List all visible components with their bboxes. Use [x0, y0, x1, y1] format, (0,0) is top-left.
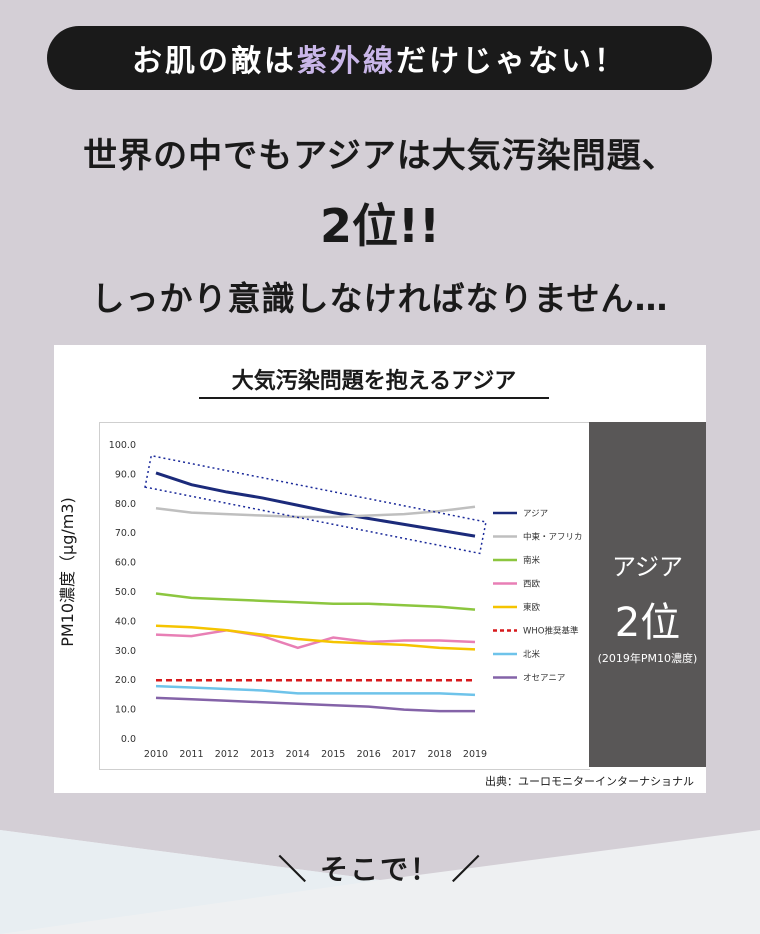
chart-title: 大気汚染問題を抱えるアジア	[231, 369, 517, 394]
y-tick-label: 100.0	[109, 440, 136, 451]
x-tick-label: 2010	[144, 749, 168, 760]
ranking-rank: 2位	[614, 600, 681, 646]
banner-suffix: だけじゃない！	[396, 44, 627, 79]
cta-text: ＼ そこで！ ／	[278, 853, 482, 886]
x-tick-label: 2012	[215, 749, 239, 760]
x-tick-label: 2013	[250, 749, 274, 760]
banner-prefix: お肌の敵は	[132, 44, 297, 79]
legend-label: アジア	[523, 509, 548, 519]
ranking-region: アジア	[611, 553, 684, 581]
asia-highlight-box	[144, 454, 487, 555]
series-line	[155, 592, 476, 611]
x-tick-label: 2014	[286, 749, 310, 760]
legend-label: 西欧	[523, 579, 541, 590]
y-tick-label: 40.0	[115, 616, 136, 627]
y-tick-label: 90.0	[115, 469, 136, 480]
y-tick-label: 70.0	[115, 528, 136, 539]
series-line	[155, 505, 476, 519]
top-banner: お肌の敵は 紫外線 だけじゃない！	[47, 26, 712, 90]
legend-label: 東欧	[523, 602, 541, 613]
x-tick-label: 2011	[179, 749, 203, 760]
legend-label: 北米	[523, 649, 541, 660]
legend-label: WHO推奨基準	[523, 626, 579, 637]
line-chart: 0.0 10.0 20.0 30.0 40.0 50.0 60.0 70.0 80.0 90.0 1…	[109, 440, 583, 760]
y-tick-label: 0.0	[121, 734, 136, 745]
banner-highlight: 紫外線	[297, 44, 396, 79]
y-tick-label: 30.0	[115, 646, 136, 657]
x-tick-label: 2015	[321, 749, 345, 760]
chart-card: 大気汚染問題を抱えるアジア PM10濃度（μg/m3) 0.0 10.0 20.0 3…	[54, 345, 706, 793]
chart-title-underline	[199, 397, 549, 399]
x-tick-label: 2017	[392, 749, 416, 760]
headline-line-3: しっかり意識しなければなりません…	[91, 279, 669, 318]
headline-line-2: 2位!!	[320, 199, 440, 253]
y-tick-label: 60.0	[115, 558, 136, 569]
y-tick-label: 20.0	[115, 675, 136, 686]
ranking-note: (2019年PM10濃度)	[597, 652, 698, 665]
series-line	[155, 624, 476, 651]
series-line	[155, 696, 475, 713]
series-line	[155, 684, 476, 697]
legend-label: 中東・アフリカ	[523, 532, 583, 543]
y-axis-label: PM10濃度（μg/m3)	[58, 497, 77, 647]
legend-label: 南米	[523, 555, 541, 566]
x-tick-label: 2019	[463, 749, 487, 760]
y-tick-label: 10.0	[115, 705, 136, 716]
y-tick-label: 50.0	[115, 587, 136, 598]
series-line	[155, 628, 476, 650]
legend-label: オセアニア	[523, 674, 565, 684]
y-tick-label: 80.0	[115, 499, 136, 510]
x-tick-label: 2016	[357, 749, 381, 760]
ranking-panel: アジア 2位 (2019年PM10濃度)	[589, 422, 706, 767]
series-line	[155, 471, 476, 538]
plot-area: 0.0 10.0 20.0 30.0 40.0 50.0 60.0 70.0 80.0 90.0 1…	[99, 422, 590, 770]
headline-line-1: 世界の中でもアジアは大気汚染問題、	[83, 136, 677, 176]
x-tick-label: 2018	[427, 749, 451, 760]
source-note: 出典：ユーロモニターインターナショナル	[485, 775, 694, 788]
